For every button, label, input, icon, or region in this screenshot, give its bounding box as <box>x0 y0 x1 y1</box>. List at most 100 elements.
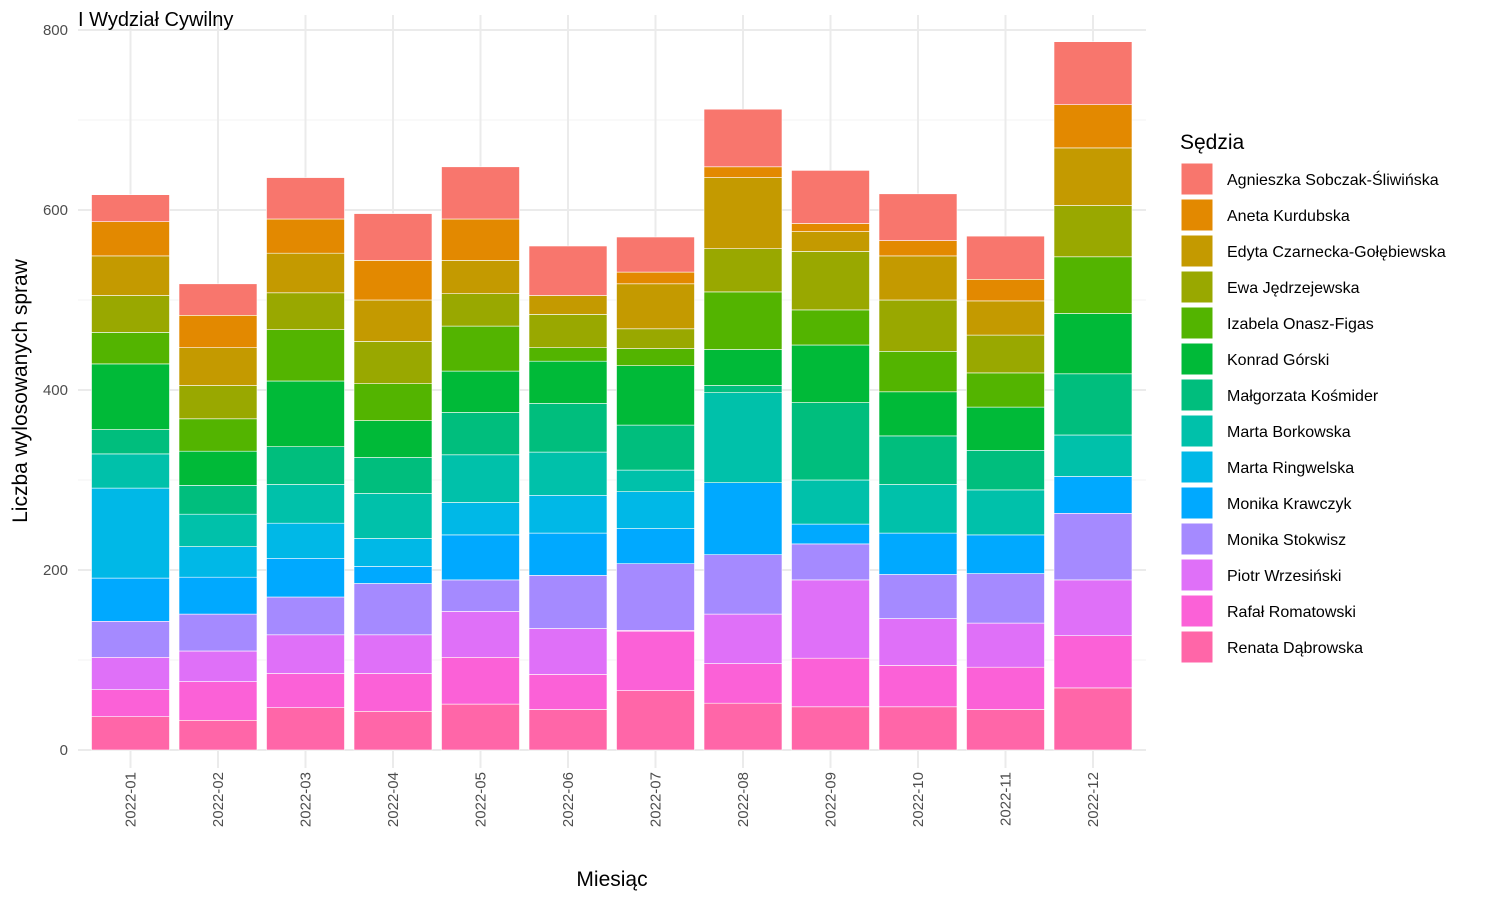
x-tick-label: 2022-10 <box>910 772 927 827</box>
bar-segment <box>441 370 520 413</box>
legend-label: Małgorzata Kośmider <box>1227 388 1379 405</box>
bar-segment <box>791 479 870 525</box>
bar-segment <box>441 325 520 372</box>
y-tick-label: 400 <box>43 382 68 399</box>
x-tick-label: 2022-03 <box>298 772 315 827</box>
bar-segment <box>791 231 870 252</box>
bar-segment <box>266 218 345 254</box>
bar-segment <box>178 576 258 615</box>
bar-segment <box>703 702 783 751</box>
bar-segment <box>878 706 958 751</box>
bar-segment <box>441 454 520 503</box>
bar-segment <box>966 372 1045 408</box>
bar-segment <box>878 240 958 257</box>
bar-segment <box>353 634 433 674</box>
bar-segment <box>528 245 608 296</box>
bar-segment <box>178 513 258 547</box>
bar-segment <box>178 613 258 652</box>
bar-segment <box>178 385 258 420</box>
bar-segment <box>966 300 1045 336</box>
bar-segment <box>1053 41 1133 106</box>
bar-segment <box>353 260 433 301</box>
legend-swatch <box>1180 306 1214 340</box>
bar-segment <box>353 493 433 539</box>
bar-segment <box>266 557 345 598</box>
bar-segment <box>1053 147 1133 206</box>
legend-swatch <box>1180 522 1214 556</box>
legend-label: Rafał Romatowski <box>1227 604 1356 621</box>
bar-segment <box>1053 313 1133 375</box>
bar-segment <box>266 673 345 709</box>
bar-segment <box>353 299 433 342</box>
x-tick-label: 2022-01 <box>123 772 140 827</box>
bar-segment <box>528 674 608 710</box>
legend-swatch <box>1180 198 1214 232</box>
bar-segment <box>441 656 520 705</box>
bar-segment <box>1053 512 1133 581</box>
bar-segment <box>266 252 345 294</box>
bar-segment <box>966 334 1045 374</box>
bar-segment <box>966 406 1045 451</box>
legend-label: Izabela Onasz-Figas <box>1227 316 1374 333</box>
y-tick-labels: 0 200 400 600 800 <box>43 22 68 759</box>
bar-segment <box>878 255 958 301</box>
y-axis-title: Liczba wylosowanych spraw <box>9 258 32 523</box>
bar-segment <box>1053 205 1133 258</box>
bar-segment <box>91 429 170 455</box>
bar-segment <box>878 193 958 241</box>
x-tick-label: 2022-05 <box>473 772 490 827</box>
legend-swatch <box>1180 558 1214 592</box>
bar-segment <box>528 314 608 348</box>
bar-segment <box>528 360 608 404</box>
bar-segment <box>1053 476 1133 514</box>
bar-segment <box>616 690 695 751</box>
bar-segment <box>266 522 345 559</box>
bar-segment <box>616 563 695 631</box>
bar-segment <box>528 403 608 453</box>
bar-segment <box>703 663 783 704</box>
bar-segment <box>178 681 258 721</box>
bar-segment <box>1053 373 1133 436</box>
bar-segment <box>616 236 695 273</box>
bar-segment <box>441 502 520 536</box>
bar-segment <box>266 329 345 382</box>
legend-label: Ewa Jędrzejewska <box>1227 280 1360 297</box>
bars <box>91 41 1133 751</box>
legend: Agnieszka Sobczak-Śliwińska Aneta Kurdubs… <box>1180 162 1446 664</box>
bar-segment <box>1053 104 1133 149</box>
bar-segment <box>616 630 695 691</box>
bar-segment <box>878 391 958 437</box>
bar-segment <box>178 719 258 751</box>
bar-segment <box>178 314 258 348</box>
bar-segment <box>703 177 783 250</box>
bar-segment <box>703 482 783 556</box>
legend-label: Marta Ringwelska <box>1227 460 1354 477</box>
legend-label: Agnieszka Sobczak-Śliwińska <box>1227 170 1439 189</box>
bar-segment <box>703 108 783 168</box>
bar-segment <box>266 380 345 447</box>
bar-segment <box>966 573 1045 624</box>
bar-segment <box>1053 434 1133 477</box>
bar-segment <box>528 532 608 576</box>
bar-segment <box>791 344 870 403</box>
x-tick-label: 2022-04 <box>385 772 402 827</box>
bar-segment <box>1053 256 1133 314</box>
bar-segment <box>266 177 345 220</box>
bar-segment <box>91 577 170 622</box>
bar-segment <box>791 251 870 311</box>
bar-segment <box>791 579 870 659</box>
bar-segment <box>353 213 433 261</box>
legend-swatch <box>1180 270 1214 304</box>
bar-segment <box>1053 579 1133 637</box>
bar-segment <box>1053 687 1133 751</box>
legend-label: Edyta Czarnecka-Gołębiewska <box>1227 244 1446 261</box>
bar-segment <box>616 528 695 564</box>
bar-segment <box>178 283 258 316</box>
bar-segment <box>703 385 783 393</box>
legend-swatch <box>1180 162 1214 196</box>
bar-segment <box>178 546 258 578</box>
bar-segment <box>966 278 1045 302</box>
legend-label: Piotr Wrzesiński <box>1227 568 1341 585</box>
x-tick-label: 2022-12 <box>1085 772 1102 827</box>
chart-title: I Wydział Cywilny <box>78 9 233 31</box>
